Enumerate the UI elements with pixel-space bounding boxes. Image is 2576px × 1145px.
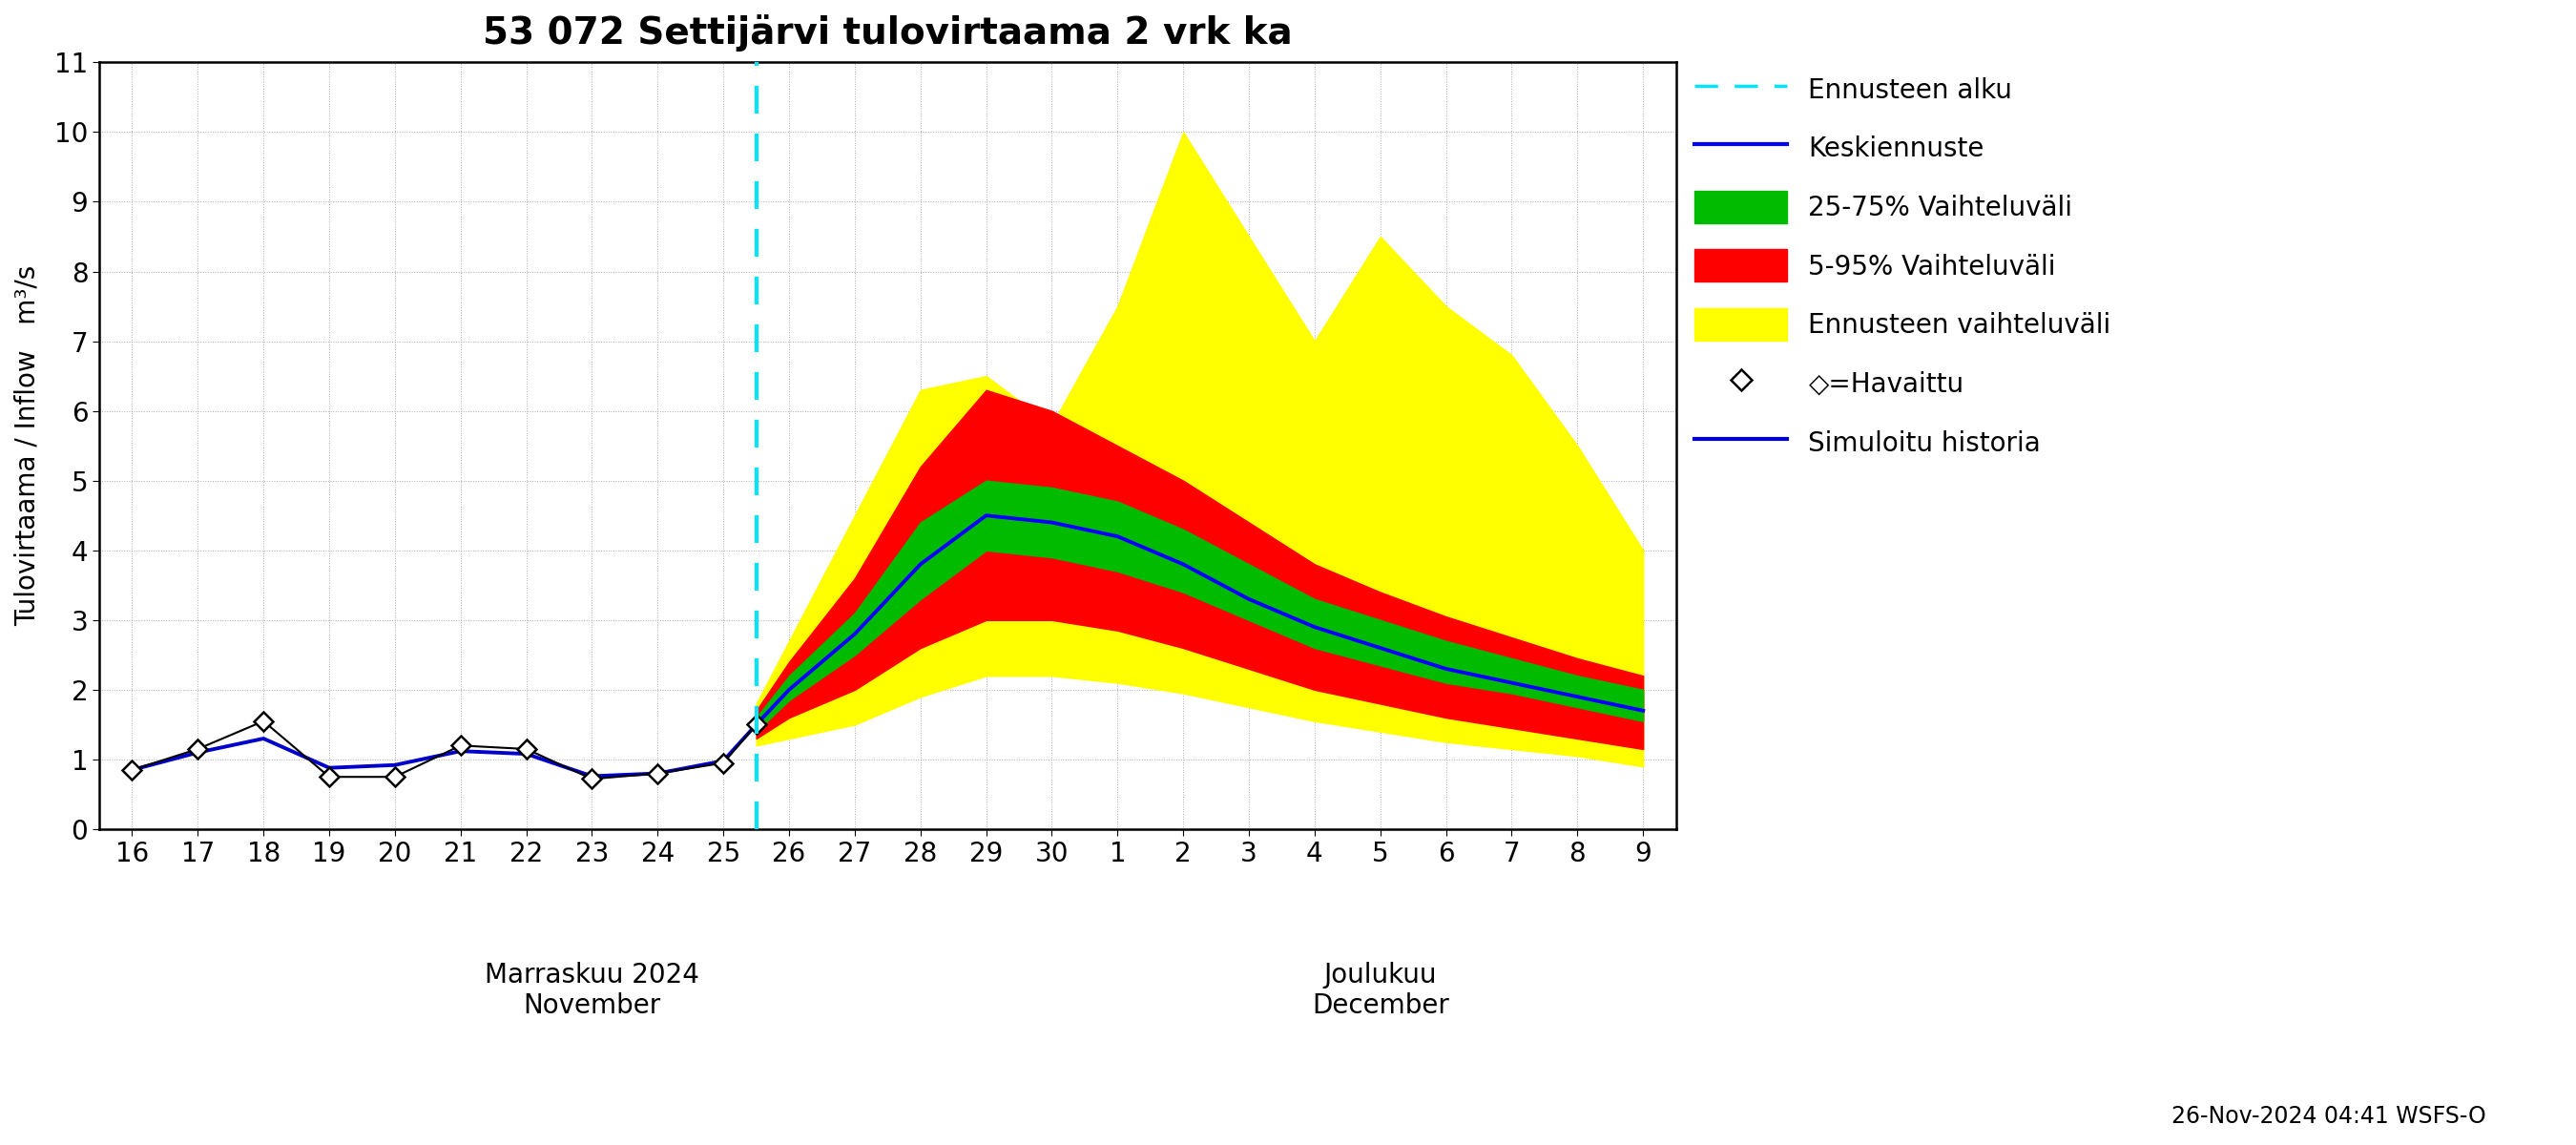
Text: Marraskuu 2024
November: Marraskuu 2024 November xyxy=(484,962,698,1019)
Text: Joulukuu
December: Joulukuu December xyxy=(1311,962,1448,1019)
Legend: Ennusteen alku, Keskiennuste, 25-75% Vaihteluväli, 5-95% Vaihteluväli, Ennusteen: Ennusteen alku, Keskiennuste, 25-75% Vai… xyxy=(1685,62,2123,469)
Y-axis label: Tulovirtaama / Inflow   m³/s: Tulovirtaama / Inflow m³/s xyxy=(15,266,41,626)
Text: 26-Nov-2024 04:41 WSFS-O: 26-Nov-2024 04:41 WSFS-O xyxy=(2172,1105,2486,1128)
Title: 53 072 Settijärvi tulovirtaama 2 vrk ka: 53 072 Settijärvi tulovirtaama 2 vrk ka xyxy=(482,14,1293,52)
